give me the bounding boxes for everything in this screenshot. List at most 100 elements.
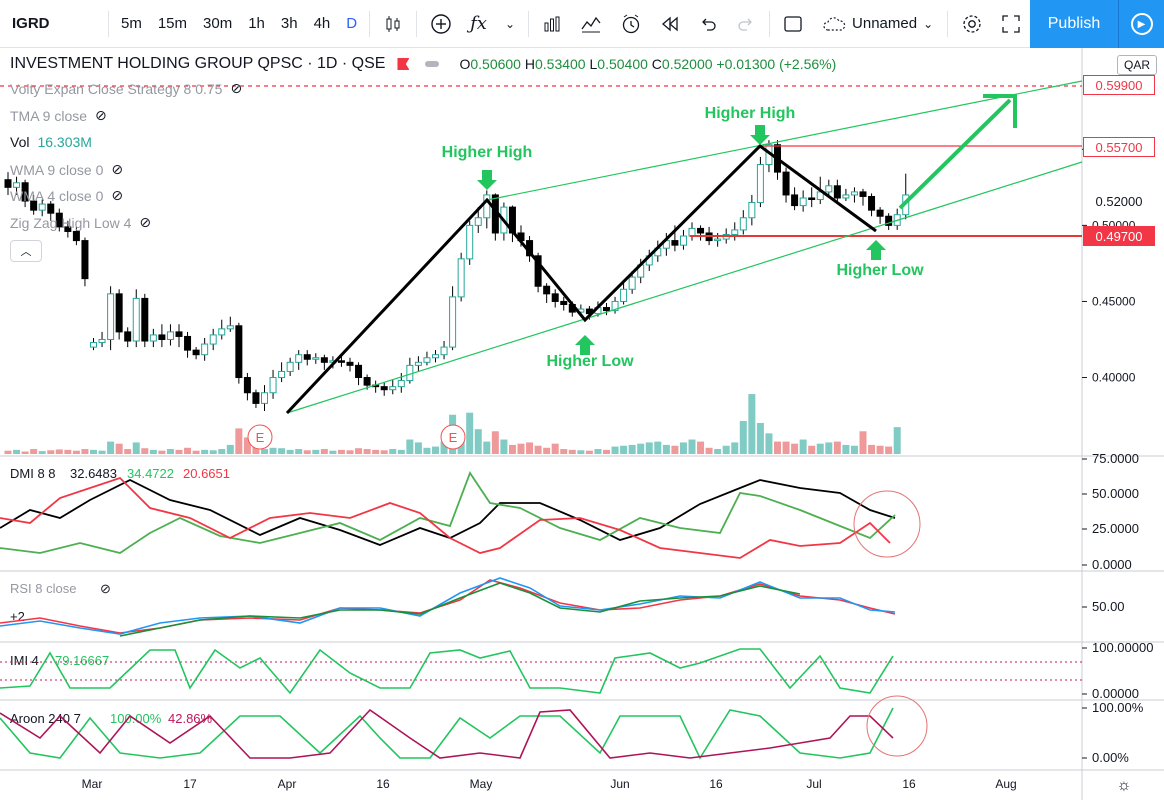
indicator-legend-zigzag[interactable]: Zig Zag High Low 4 ⊘ [10,214,151,231]
candle-down [603,307,610,312]
indicator-legend-wma4[interactable]: WMA 4 close 0 ⊘ [10,187,123,204]
volume-bar [671,445,679,454]
volume-bar [885,446,893,454]
aroon-down-line [0,708,894,759]
alert-clock-icon[interactable] [611,0,651,48]
flag-icon[interactable] [397,58,410,70]
candle-down [833,185,841,199]
eye-hidden-icon[interactable]: ⊘ [111,161,124,177]
earnings-marker-label: E [449,430,458,445]
candle-down [124,331,132,342]
instrument-title[interactable]: INVESTMENT HOLDING GROUP QPSC · 1D · QSE [10,55,386,72]
interval-3h[interactable]: 3h [280,15,298,32]
volume-bar [833,441,841,454]
volume-bar [13,449,21,454]
eye-hidden-icon[interactable]: ⊘ [230,80,243,96]
interval-1h[interactable]: 1h [248,15,265,32]
candle-up [278,370,286,379]
indicator-legend-tma[interactable]: TMA 9 close ⊘ [10,107,107,124]
candle-down [868,195,876,211]
undo-icon[interactable] [689,0,727,48]
chart-area[interactable]: Higher High Higher High Higher Low Higher L… [0,48,1164,800]
volume-bar [697,441,705,454]
candle-up [748,202,756,219]
candle-down [55,212,63,228]
aroon-tick-label: 100.00% [1092,700,1144,715]
volume-bar [457,439,465,454]
candle-down [192,349,200,356]
compare-add-icon[interactable] [421,0,461,48]
indicator-legend-wma9[interactable]: WMA 9 close 0 ⊘ [10,161,123,178]
candle-style-icon[interactable] [374,0,412,48]
volume-bar [252,446,260,454]
imi-value: 79.16667 [55,653,109,668]
interval-15m[interactable]: 15m [157,15,188,32]
toolbar-divider [416,10,418,37]
chevron-down-icon[interactable]: ⌄ [504,16,516,31]
redo-icon[interactable] [727,0,765,48]
candle-up [98,338,106,344]
replay-icon[interactable] [651,0,689,48]
candle-down [885,215,893,226]
interval-5m[interactable]: 5m [121,15,142,32]
fullscreen-icon[interactable] [992,0,1030,48]
interval-30m[interactable]: 30m [203,15,233,32]
templates-icon[interactable] [571,0,611,48]
projection-arrow [898,98,1012,210]
volume-bar [799,439,807,454]
candle-up [38,203,46,211]
candle-up [842,194,850,199]
candle-down [175,331,183,337]
indicator-panes-layer: DMI 8 8 32.6483 34.4722 20.6651 75.0000 50.00… [0,451,1153,765]
fullscreen-toggle-icon[interactable] [774,0,812,48]
volume-bar [132,442,140,454]
channel-lower-line [286,161,1083,414]
play-button[interactable]: ▶ [1118,0,1164,48]
volume-bar [868,444,876,454]
candle-up [466,224,474,260]
volume-bar [286,449,294,454]
settings-gear-icon[interactable] [952,0,992,48]
time-tick-label: Apr [278,777,297,791]
candle-down [697,227,705,234]
indicator-label: TMA 9 close [10,107,88,124]
financials-icon[interactable] [533,0,571,48]
annotation-label: Higher Low [836,262,924,279]
symbol-search[interactable]: IGRD [12,15,50,32]
volume-bar [243,437,251,454]
indicators-fx-icon[interactable]: ƒx [470,13,487,34]
volume-layer [4,394,901,454]
highlight-circle [853,490,921,558]
candle-down [876,209,884,217]
candle-up [13,182,21,188]
candle-up [714,238,722,242]
collapse-legend-button[interactable]: ︿ [10,240,42,262]
top-toolbar: IGRD 5m 15m 30m 1h 3h 4h D ƒx ⌄ Unnamed … [0,0,1164,48]
indicator-legend-volty[interactable]: Volty Expan Close Strategy 8 0.75 ⊘ [10,80,242,97]
indicator-legend-vol[interactable]: Vol 16.303M [10,134,92,150]
volume-bar [628,444,636,454]
candle-up [218,328,226,336]
open-value: 0.50600 [470,56,521,72]
eye-hidden-icon[interactable]: ⊘ [139,214,152,230]
publish-button[interactable]: Publish [1030,0,1118,48]
candle-down [243,377,251,394]
currency-badge[interactable]: QAR [1117,55,1157,75]
layout-name-label: Unnamed [852,15,918,32]
layout-name-menu[interactable]: Unnamed ⌄ [812,15,943,32]
candle-up [739,217,747,231]
volume-bar [346,450,354,454]
volume-bar [166,449,174,454]
volume-bar [876,445,884,454]
candle-down [72,230,80,242]
eye-hidden-icon[interactable]: ⊘ [95,107,107,123]
rsi-signal-line [0,579,896,634]
volume-bar [303,450,311,454]
eye-hidden-icon: ⊘ [100,581,111,596]
interval-4h[interactable]: 4h [313,15,331,32]
rsi-line [0,577,896,635]
interval-d[interactable]: D [346,15,358,32]
time-tick-label: 16 [709,777,723,791]
aroon-label: Aroon 240 7 [10,711,81,726]
eye-hidden-icon[interactable]: ⊘ [111,187,124,203]
